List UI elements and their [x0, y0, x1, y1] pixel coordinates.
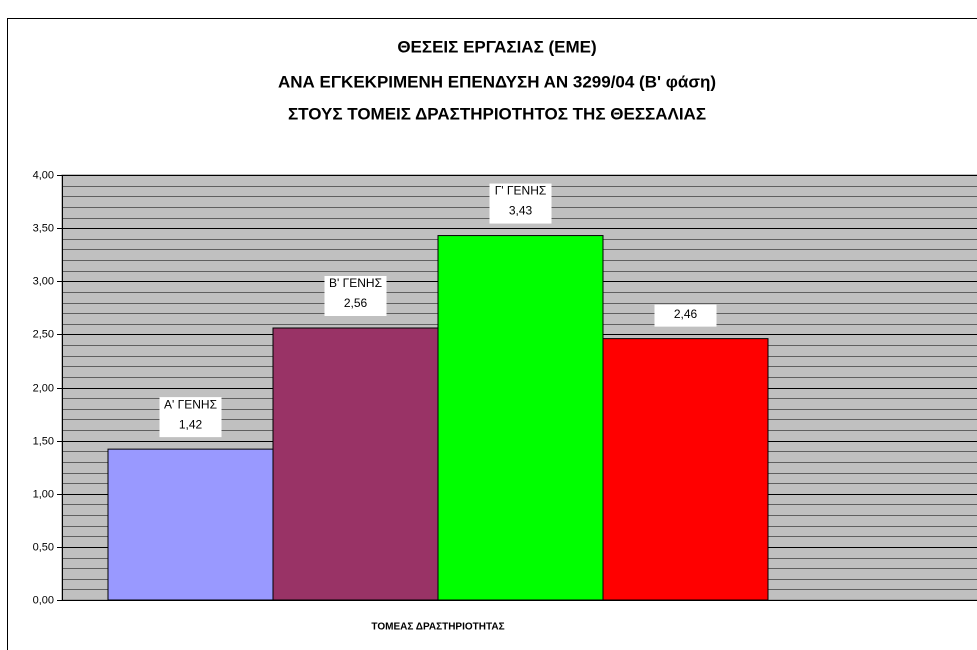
y-tick-label: 1,50	[33, 435, 54, 447]
y-tick-label: 2,50	[33, 328, 54, 340]
bar	[602, 338, 769, 601]
bar	[272, 327, 439, 601]
data-label-box	[159, 397, 222, 438]
data-label-box	[654, 304, 717, 327]
y-tick-label: 4,00	[33, 169, 54, 181]
data-label-box	[489, 183, 552, 224]
data-label-name: Γ' ΓΕΝΗΣ	[495, 184, 547, 198]
chart-title: ΣΤΟΥΣ ΤΟΜΕΙΣ ΔΡΑΣΤΗΡΙΟΤΗΤΟΣ ΤΗΣ ΘΕΣΣΑΛΙΑ…	[288, 104, 706, 123]
chart-title: ΑΝΑ ΕΓΚΕΚΡΙΜΕΝΗ ΕΠΕΝΔΥΣΗ ΑΝ 3299/04 (Β' …	[278, 72, 716, 91]
y-tick-label: 0,00	[33, 594, 54, 606]
y-tick-label: 0,50	[33, 541, 54, 553]
data-label: 2,46	[674, 307, 698, 321]
data-label-name: Β' ΓΕΝΗΣ	[329, 276, 382, 290]
chart-title: ΘΕΣΕΙΣ ΕΡΓΑΣΙΑΣ (ΕΜΕ)	[397, 37, 596, 56]
data-label-box	[324, 276, 387, 316]
data-label: 1,42	[179, 417, 203, 431]
y-tick-label: 3,00	[33, 275, 54, 287]
data-label-name: Α' ΓΕΝΗΣ	[164, 397, 217, 411]
y-tick-label: 2,00	[33, 382, 54, 394]
y-tick-label: 1,00	[33, 488, 54, 500]
y-tick-label: 3,50	[33, 222, 54, 234]
data-label: 3,43	[509, 204, 533, 218]
x-axis-category: ΤΟΜΕΑΣ ΔΡΑΣΤΗΡΙΟΤΗΤΑΣ	[371, 622, 504, 633]
bar	[437, 235, 604, 601]
bar	[107, 448, 274, 601]
data-label: 2,56	[344, 296, 368, 310]
